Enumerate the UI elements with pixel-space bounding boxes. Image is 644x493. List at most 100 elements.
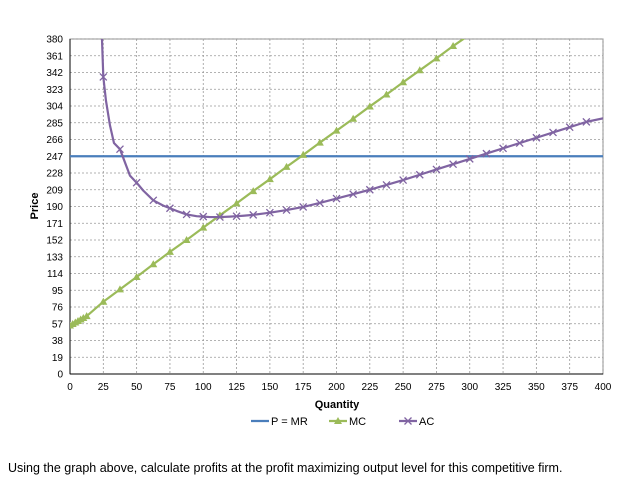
legend-label: MC	[349, 416, 366, 428]
data-point-ac	[399, 176, 408, 185]
y-tick-label: 342	[46, 68, 63, 79]
data-point-ac	[299, 202, 308, 211]
data-point-ac	[449, 160, 458, 169]
data-point-mc	[232, 199, 241, 207]
data-point-ac	[415, 170, 424, 179]
data-point-ac	[315, 199, 324, 207]
data-point-ac	[99, 72, 108, 81]
y-tick-label: 380	[46, 35, 63, 46]
data-point-ac	[282, 206, 291, 214]
y-axis-title: Price	[29, 193, 41, 220]
y-tick-label: 57	[52, 319, 64, 330]
x-tick-label: 100	[195, 382, 212, 393]
y-tick-label: 304	[46, 102, 63, 113]
y-tick-label: 38	[52, 336, 64, 347]
data-point-ac	[582, 117, 591, 126]
data-point-ac	[165, 204, 174, 213]
y-tick-label: 19	[52, 353, 64, 364]
y-tick-label: 95	[52, 286, 64, 297]
data-point-mc	[315, 138, 324, 146]
chart: 0 19 38 57 76 95 114 133 152 171 190 209 228 247 266 28…	[29, 31, 612, 429]
x-tick-label: 250	[395, 382, 412, 393]
x-tick-label: 375	[561, 382, 578, 393]
data-point-ac	[332, 194, 341, 203]
data-point-ac	[199, 212, 208, 221]
data-point-ac	[232, 212, 241, 221]
x-axis-title: Quantity	[315, 399, 360, 411]
y-tick-label: 266	[46, 135, 63, 146]
data-point-mc	[282, 162, 291, 170]
series-layer	[70, 31, 603, 329]
data-point-ac	[382, 180, 391, 189]
data-point-ac	[465, 154, 474, 163]
y-tick-label: 114	[47, 269, 63, 280]
y-tick-label: 152	[46, 236, 63, 247]
data-point-mc	[415, 66, 424, 74]
data-point-mc	[165, 247, 174, 255]
y-tick-label: 190	[46, 202, 63, 213]
data-point-ac	[549, 128, 557, 137]
y-tick-label: 133	[46, 252, 63, 263]
y-tick-label: 247	[46, 152, 63, 163]
data-point-mc	[365, 102, 374, 110]
data-point-mc	[82, 312, 91, 320]
axes: 0 19 38 57 76 95 114 133 152 171 190 209 228 247 266 28…	[46, 35, 611, 394]
legend-marker	[334, 417, 342, 424]
series-mc	[70, 31, 474, 329]
data-point-ac	[482, 149, 491, 158]
legend-label: AC	[419, 416, 434, 428]
data-point-mc	[79, 314, 88, 322]
data-point-mc	[432, 54, 441, 62]
data-point-ac	[532, 133, 541, 142]
data-point-mc	[399, 78, 408, 86]
data-point-ac	[149, 196, 158, 205]
data-point-ac	[349, 190, 358, 199]
data-point-mc	[149, 260, 158, 268]
x-tick-label: 75	[164, 382, 176, 393]
x-tick-label: 225	[361, 382, 378, 393]
legend-marker	[404, 417, 412, 425]
x-tick-label: 300	[461, 382, 478, 393]
y-tick-label: 209	[46, 185, 63, 196]
legend-item-mc: MC	[329, 416, 366, 428]
question-text: Using the graph above, calculate profits…	[8, 461, 563, 475]
data-point-ac	[432, 165, 441, 174]
data-point-ac	[565, 123, 574, 132]
x-tick-label: 150	[262, 382, 279, 393]
series-ac	[99, 39, 603, 222]
x-tick-label: 275	[428, 382, 445, 393]
data-point-ac	[116, 145, 124, 154]
data-point-ac	[499, 144, 508, 153]
legend-item-ac: AC	[399, 416, 434, 428]
y-tick-label: 323	[46, 85, 63, 96]
data-point-mc	[382, 90, 391, 98]
data-point-ac	[215, 213, 224, 222]
data-point-mc	[299, 150, 308, 158]
data-point-ac	[182, 210, 191, 219]
grid	[69, 38, 604, 375]
data-point-mc	[265, 175, 274, 183]
data-point-mc	[182, 236, 191, 243]
x-tick-label: 325	[495, 382, 512, 393]
x-tick-label: 125	[228, 382, 245, 393]
data-point-mc	[249, 187, 258, 195]
data-point-mc	[349, 114, 358, 122]
x-tick-label: 400	[595, 382, 612, 393]
y-tick-label: 171	[46, 219, 63, 230]
x-tick-label: 350	[528, 382, 545, 393]
data-point-mc	[466, 31, 474, 38]
x-tick-label: 25	[98, 382, 110, 393]
x-tick-label: 0	[67, 382, 73, 393]
series-line-ac	[100, 39, 603, 219]
y-tick-label: 285	[46, 118, 63, 129]
data-point-ac	[249, 210, 258, 219]
legend-label: P = MR	[271, 416, 308, 428]
data-point-ac	[132, 178, 141, 187]
data-point-mc	[332, 126, 341, 134]
data-point-mc	[449, 42, 458, 50]
x-tick-label: 200	[328, 382, 345, 393]
data-point-mc	[115, 285, 124, 293]
legend: P = MR MC AC	[251, 416, 434, 428]
y-tick-label: 361	[46, 51, 63, 62]
data-point-ac	[365, 185, 374, 194]
